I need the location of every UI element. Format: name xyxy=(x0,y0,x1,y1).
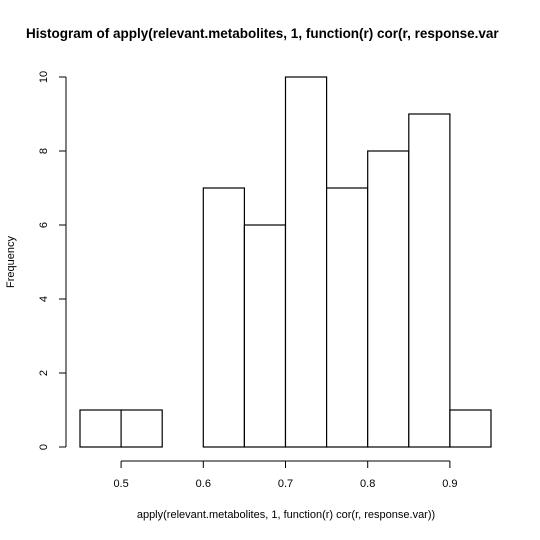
x-axis-label: apply(relevant.metabolites, 1, function(… xyxy=(137,509,435,521)
x-tick-label: 0.8 xyxy=(360,478,375,490)
y-tick-label: 0 xyxy=(38,444,50,450)
y-tick-label: 2 xyxy=(38,370,50,376)
y-tick-label: 4 xyxy=(38,296,50,302)
x-tick-label: 0.7 xyxy=(278,478,293,490)
y-tick-label: 8 xyxy=(38,148,50,154)
x-tick-label: 0.5 xyxy=(113,478,128,490)
bars-group xyxy=(79,76,492,448)
histogram-bar xyxy=(367,150,410,448)
histogram-bar xyxy=(408,113,451,448)
histogram-bar xyxy=(202,187,246,448)
y-axis: 0 2 4 6 8 10 xyxy=(38,71,67,450)
histogram-bar xyxy=(243,224,287,448)
histogram-bar xyxy=(449,409,492,448)
y-tick-label: 10 xyxy=(38,71,50,83)
x-axis: 0.5 0.6 0.7 0.8 0.9 xyxy=(113,460,458,490)
y-tick-label: 6 xyxy=(38,222,50,228)
chart-title: Histogram of apply(relevant.metabolites,… xyxy=(26,26,499,41)
histogram-bar xyxy=(79,409,122,448)
histogram-bar xyxy=(326,187,369,448)
x-tick-label: 0.9 xyxy=(442,478,457,490)
histogram-bar xyxy=(120,409,163,448)
y-axis-label: Frequency xyxy=(5,236,17,288)
histogram-bar xyxy=(284,76,328,448)
x-tick-label: 0.6 xyxy=(196,478,211,490)
